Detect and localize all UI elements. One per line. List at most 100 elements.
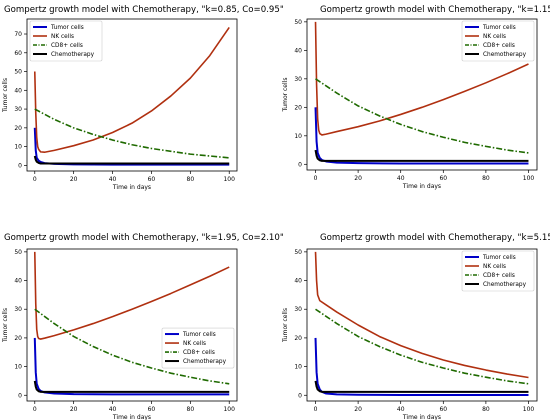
x-axis-label: Time in days bbox=[402, 183, 441, 190]
x-tick-label: 20 bbox=[354, 175, 362, 182]
chart-title: Gompertz growth model with Chemotherapy,… bbox=[320, 5, 550, 15]
y-tick-label: 10 bbox=[294, 364, 302, 371]
y-tick-label: 40 bbox=[14, 87, 22, 94]
x-tick-label: 0 bbox=[314, 406, 318, 413]
legend-box bbox=[29, 20, 103, 62]
series-group bbox=[314, 251, 529, 396]
series-group bbox=[314, 21, 529, 165]
y-axis-label: Tumor cells bbox=[2, 78, 9, 113]
y-tick-label: 30 bbox=[294, 306, 302, 313]
legend: Tumor cells NK cells CD8+ cells Chemotherap… bbox=[161, 327, 235, 369]
y-tick-label: 0 bbox=[298, 392, 302, 399]
x-tick-label: 60 bbox=[439, 406, 447, 413]
x-axis-label: Time in days bbox=[402, 414, 441, 420]
legend-box bbox=[461, 250, 535, 292]
legend-label-cd8: CD8+ cells bbox=[51, 43, 83, 49]
x-axis-label: Time in days bbox=[112, 184, 151, 191]
series-line-tumor bbox=[314, 107, 529, 165]
series-line-chemo bbox=[314, 149, 529, 162]
y-axis-label: Tumor cells bbox=[282, 308, 289, 343]
y-tick-label: 50 bbox=[14, 249, 22, 256]
y-tick-label: 20 bbox=[14, 125, 22, 132]
series-line-nk bbox=[314, 21, 529, 136]
chart-panel-4: Gompertz growth model with Chemotherapy,… bbox=[282, 233, 550, 420]
legend: Tumor cells NK cells CD8+ cells Chemotherap… bbox=[461, 20, 535, 62]
y-tick-label: 30 bbox=[14, 306, 22, 313]
x-tick-label: 100 bbox=[523, 406, 535, 413]
legend-label-nk: NK cells bbox=[483, 34, 506, 40]
y-tick-label: 0 bbox=[18, 162, 22, 169]
x-tick-label: 80 bbox=[482, 406, 490, 413]
x-tick-label: 20 bbox=[70, 176, 78, 183]
series-line-chemo bbox=[33, 155, 230, 165]
legend: Tumor cells NK cells CD8+ cells Chemotherap… bbox=[461, 250, 535, 292]
y-tick-label: 70 bbox=[14, 31, 22, 38]
legend-label-chemo: Chemotherapy bbox=[483, 52, 527, 58]
y-tick-label: 10 bbox=[14, 364, 22, 371]
series-group bbox=[33, 251, 230, 396]
x-tick-label: 20 bbox=[354, 406, 362, 413]
series-line-nk bbox=[33, 26, 230, 154]
y-tick-label: 10 bbox=[294, 133, 302, 140]
y-tick-label: 30 bbox=[294, 76, 302, 83]
y-tick-label: 20 bbox=[294, 335, 302, 342]
y-tick-label: 30 bbox=[14, 106, 22, 113]
series-line-chemo bbox=[33, 380, 230, 393]
x-tick-label: 40 bbox=[397, 175, 405, 182]
legend-label-tumor: Tumor cells bbox=[482, 25, 516, 31]
x-tick-label: 40 bbox=[397, 406, 405, 413]
x-tick-label: 100 bbox=[523, 175, 535, 182]
legend: Tumor cells NK cells CD8+ cells Chemotherap… bbox=[29, 20, 103, 62]
chart-panel-3: Gompertz growth model with Chemotherapy,… bbox=[2, 233, 284, 420]
x-tick-label: 100 bbox=[223, 176, 235, 183]
series-line-cd8 bbox=[315, 308, 529, 385]
legend-label-tumor: Tumor cells bbox=[482, 255, 516, 261]
x-tick-label: 80 bbox=[187, 176, 195, 183]
x-tick-label: 100 bbox=[223, 406, 235, 413]
series-line-tumor bbox=[33, 337, 230, 396]
y-tick-label: 50 bbox=[14, 69, 22, 76]
legend-label-chemo: Chemotherapy bbox=[183, 359, 227, 365]
legend-label-cd8: CD8+ cells bbox=[483, 273, 515, 279]
y-axis-label: Tumor cells bbox=[2, 308, 9, 343]
x-tick-label: 60 bbox=[148, 406, 156, 413]
legend-label-cd8: CD8+ cells bbox=[183, 350, 215, 356]
y-tick-label: 40 bbox=[294, 278, 302, 285]
y-tick-label: 40 bbox=[294, 47, 302, 54]
y-axis-label: Tumor cells bbox=[282, 78, 289, 113]
legend-label-chemo: Chemotherapy bbox=[51, 52, 95, 58]
series-group bbox=[33, 26, 230, 166]
series-line-cd8 bbox=[34, 108, 230, 159]
series-line-nk bbox=[314, 251, 529, 379]
y-tick-label: 40 bbox=[14, 278, 22, 285]
legend-label-nk: NK cells bbox=[51, 34, 74, 40]
legend-label-chemo: Chemotherapy bbox=[483, 282, 527, 288]
plot-area bbox=[26, 248, 238, 402]
y-tick-label: 0 bbox=[298, 161, 302, 168]
series-line-nk bbox=[33, 251, 230, 340]
legend-label-tumor: Tumor cells bbox=[182, 332, 216, 338]
y-tick-label: 20 bbox=[14, 335, 22, 342]
y-tick-label: 60 bbox=[14, 50, 22, 57]
x-tick-label: 80 bbox=[482, 175, 490, 182]
legend-label-nk: NK cells bbox=[483, 264, 506, 270]
chart-title: Gompertz growth model with Chemotherapy,… bbox=[320, 233, 550, 243]
x-tick-label: 20 bbox=[70, 406, 78, 413]
x-axis-label: Time in days bbox=[112, 414, 151, 420]
x-tick-label: 0 bbox=[314, 175, 318, 182]
x-tick-label: 0 bbox=[33, 176, 37, 183]
series-line-cd8 bbox=[34, 308, 230, 385]
x-tick-label: 60 bbox=[439, 175, 447, 182]
x-tick-label: 40 bbox=[109, 406, 117, 413]
y-tick-label: 20 bbox=[294, 104, 302, 111]
x-tick-label: 60 bbox=[148, 176, 156, 183]
x-tick-label: 80 bbox=[187, 406, 195, 413]
series-line-chemo bbox=[314, 380, 529, 393]
y-tick-label: 0 bbox=[18, 392, 22, 399]
chart-panel-1: Gompertz growth model with Chemotherapy,… bbox=[2, 5, 284, 191]
x-tick-label: 40 bbox=[109, 176, 117, 183]
series-line-tumor bbox=[314, 337, 529, 396]
legend-label-tumor: Tumor cells bbox=[50, 25, 84, 31]
legend-box bbox=[461, 20, 535, 62]
